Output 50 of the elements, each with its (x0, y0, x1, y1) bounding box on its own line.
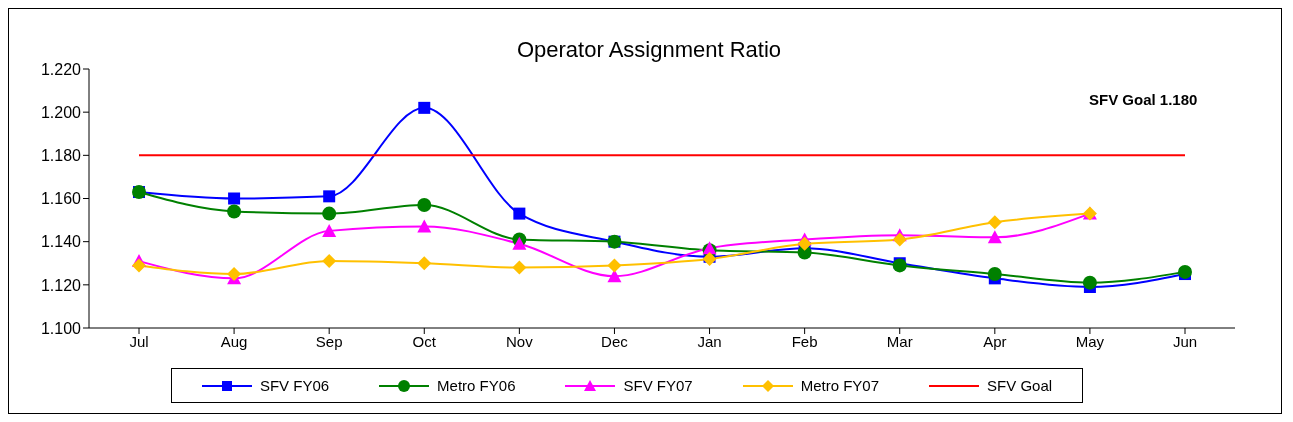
point (132, 258, 146, 273)
x-tick-label: Aug (220, 332, 248, 350)
x-tick-label: Apr (983, 332, 1007, 350)
point (1178, 264, 1192, 279)
point (512, 236, 527, 250)
point (987, 215, 1002, 230)
point (797, 236, 812, 251)
chart-title: Operator Assignment Ratio (516, 37, 782, 62)
x-tick-label: May (1075, 332, 1105, 350)
legend-label: Metro FY07 (800, 377, 880, 394)
point (227, 204, 242, 219)
point (417, 197, 432, 212)
x-tick-label: Jun (1172, 332, 1198, 350)
point (512, 260, 527, 275)
point (513, 207, 526, 220)
point (322, 254, 337, 269)
y-tick-label: 1.200 (40, 103, 82, 121)
point (322, 223, 337, 237)
y-tick-label: 1.220 (40, 60, 82, 78)
x-tick-label: Jul (129, 332, 149, 350)
x-tick-label: Dec (601, 332, 629, 350)
point (417, 256, 432, 271)
point (322, 206, 337, 221)
point (607, 269, 622, 283)
y-tick-label: 1.120 (40, 276, 82, 294)
y-tick-label: 1.100 (40, 319, 82, 337)
annotation: SFV Goal 1.180 (1089, 91, 1198, 108)
y-tick-label: 1.180 (40, 147, 82, 165)
x-tick-label: Nov (506, 332, 534, 350)
point (323, 190, 336, 203)
point (228, 192, 241, 205)
point (418, 101, 431, 114)
legend-label: SFV Goal (987, 377, 1053, 394)
point (987, 230, 1002, 244)
point (1082, 275, 1097, 290)
x-tick-label: Sep (315, 332, 343, 350)
x-tick-label: Mar (886, 332, 913, 350)
point (892, 232, 907, 247)
y-tick-label: 1.160 (40, 190, 82, 208)
point (987, 267, 1002, 282)
point (417, 219, 432, 233)
point (607, 258, 622, 273)
x-tick-label: Oct (412, 332, 437, 350)
legend-label: SFV FY07 (623, 377, 693, 394)
legend-label: Metro FY06 (437, 377, 516, 394)
x-tick-label: Jan (697, 332, 722, 350)
y-tick-label: 1.140 (40, 233, 82, 251)
legend-label: SFV FY06 (259, 377, 330, 394)
x-tick-label: Feb (791, 332, 818, 350)
point (227, 267, 242, 282)
